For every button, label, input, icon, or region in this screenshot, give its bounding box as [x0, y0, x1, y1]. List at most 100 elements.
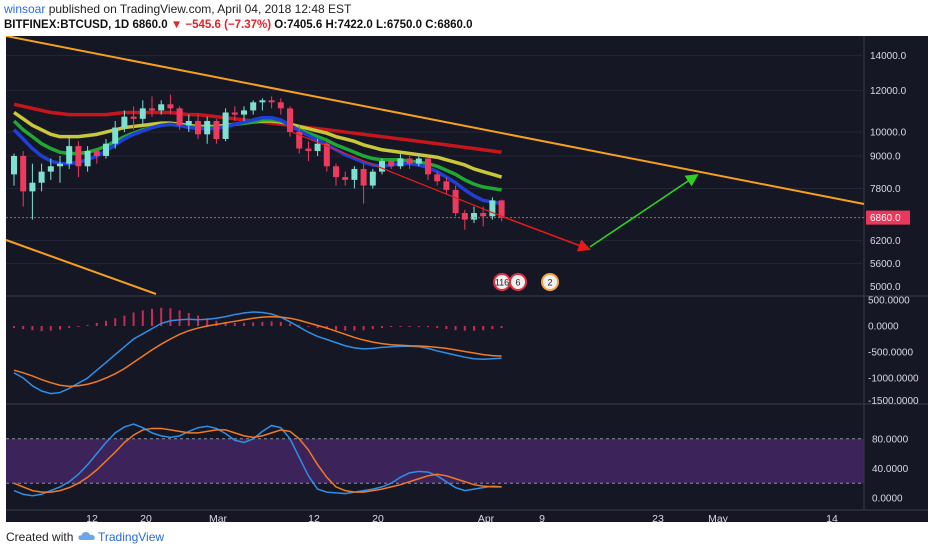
macd-tick-label: -500.0000 — [868, 348, 913, 359]
published-text: published on TradingView.com, April 04, … — [48, 2, 352, 16]
candle-up — [351, 168, 358, 180]
candle-down — [461, 213, 468, 220]
candle-up — [84, 150, 91, 167]
candle-down — [176, 108, 183, 126]
candle-down — [149, 108, 155, 111]
macd-histogram-bar — [233, 322, 236, 326]
time-tick-label: 20 — [372, 513, 384, 522]
candle-down — [268, 100, 275, 103]
macd-histogram-bar — [178, 310, 181, 326]
price-tick-label: 5000.0 — [870, 282, 901, 293]
macd-series-line — [13, 311, 502, 395]
candle-up — [121, 116, 128, 128]
candle-down — [480, 213, 487, 217]
macd-histogram-bar — [252, 322, 255, 326]
macd-histogram-bar — [123, 315, 126, 326]
candle-down — [342, 177, 349, 180]
time-tick-label: Mar — [209, 513, 228, 522]
macd-histogram-bar — [160, 307, 163, 326]
close-value: C:6860.0 — [425, 19, 473, 31]
candle-up — [38, 171, 45, 183]
time-tick-label: 9 — [539, 513, 545, 522]
candle-down — [296, 132, 303, 149]
event-marker-icon — [541, 273, 559, 291]
macd-histogram-bar — [353, 326, 356, 331]
candle-down — [388, 161, 395, 167]
macd-histogram-bar — [298, 324, 301, 326]
candle-down — [167, 104, 174, 109]
projection-arrow-up — [589, 173, 699, 248]
candle-down — [305, 148, 312, 151]
macd-histogram-bar — [13, 326, 15, 329]
candle-down — [323, 143, 330, 167]
time-tick-label: Apr — [478, 513, 495, 522]
price-change: −545.6 (−7.37%) — [185, 19, 272, 31]
candle-up — [369, 171, 376, 186]
candle-up — [185, 120, 192, 126]
macd-histogram-bar — [105, 320, 107, 326]
event-marker-label: 6 — [515, 278, 520, 288]
open-value: O:7405.6 — [274, 19, 323, 31]
trendlines — [5, 35, 865, 295]
chart-area[interactable]: 116 6 2 14000.0 12000.0 10000.0 9000.0 7800.0 6… — [5, 35, 928, 525]
lower-trendline — [5, 239, 157, 295]
author-link[interactable]: winsoar — [4, 2, 46, 16]
macd-histogram-bar — [151, 308, 153, 326]
candle-down — [195, 120, 201, 135]
macd-histogram-bar — [316, 326, 319, 329]
macd-histogram-bar — [463, 326, 466, 331]
publication-line: winsoar published on TradingView.com, Ap… — [4, 2, 351, 16]
candle-down — [425, 158, 431, 175]
price-tick-label: 12000.0 — [870, 86, 907, 97]
candle-up — [314, 143, 321, 151]
macd-histogram-bar — [114, 318, 117, 326]
macd-series-line — [13, 315, 502, 388]
macd-histogram-bar — [289, 323, 291, 326]
candle-down — [130, 116, 137, 119]
price-tick-label: 6200.0 — [870, 236, 901, 247]
candle-up — [489, 200, 496, 217]
candle-up — [11, 155, 17, 175]
event-marker-icon — [509, 273, 527, 291]
candle-up — [66, 146, 73, 164]
macd-histogram-bar — [40, 326, 43, 332]
macd-histogram-bar — [279, 321, 282, 326]
macd-histogram-bar — [169, 308, 172, 326]
macd-histogram-bar — [77, 326, 80, 327]
candle-up — [415, 158, 422, 164]
time-tick-label: 20 — [140, 513, 152, 522]
candle-down — [360, 168, 367, 186]
moving-average-line — [12, 116, 502, 206]
chart-canvas[interactable]: 116 6 2 14000.0 12000.0 10000.0 9000.0 7800.0 6… — [5, 35, 928, 525]
stoch-tick-label: 80.0000 — [872, 434, 909, 445]
candle-down — [213, 120, 220, 139]
macd-tick-label: -1000.0000 — [868, 374, 919, 385]
macd-histogram-bar — [261, 321, 264, 326]
candles — [11, 94, 505, 230]
event-marker-label: 2 — [547, 278, 552, 288]
grid-lines — [6, 36, 928, 511]
decline-channel-line — [291, 131, 502, 217]
stoch-pane — [6, 423, 864, 497]
macd-pane — [13, 307, 503, 395]
candle-up — [397, 158, 404, 167]
macd-histogram-bar — [408, 326, 411, 327]
macd-histogram-bar — [390, 326, 393, 328]
macd-histogram-bar — [362, 326, 365, 331]
candle-down — [277, 102, 284, 109]
macd-histogram-bar — [491, 326, 494, 330]
macd-histogram-bar — [436, 326, 439, 329]
time-tick-label: 12 — [86, 513, 98, 522]
macd-histogram-bar — [31, 326, 34, 331]
chart-header: winsoar published on TradingView.com, Ap… — [0, 0, 932, 36]
macd-histogram-bar — [270, 321, 273, 326]
candle-up — [379, 161, 385, 172]
macd-histogram-bar — [22, 326, 25, 330]
tradingview-brand[interactable]: TradingView — [98, 530, 165, 544]
macd-histogram-bar — [500, 326, 503, 329]
candle-down — [20, 155, 27, 192]
macd-histogram-bar — [454, 326, 457, 331]
macd-tick-label: -1500.0000 — [868, 396, 919, 407]
tradingview-cloud-icon — [78, 532, 95, 540]
macd-histogram-bar — [86, 324, 89, 326]
